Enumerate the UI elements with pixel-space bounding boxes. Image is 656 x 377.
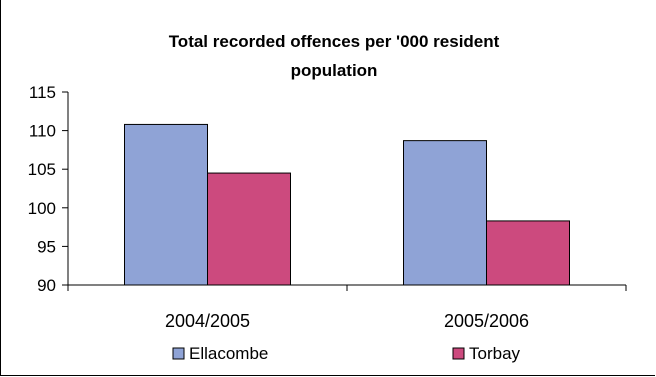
legend-swatch-ellacombe bbox=[172, 347, 185, 360]
x-category-label: 2005/2006 bbox=[444, 311, 529, 331]
legend-label-torbay: Torbay bbox=[469, 344, 521, 363]
chart-title-line-2: population bbox=[291, 61, 378, 80]
bar-ellacombe-0 bbox=[124, 123, 208, 286]
legend: Ellacombe Torbay bbox=[172, 344, 521, 363]
bar-torbay-1 bbox=[486, 220, 570, 286]
y-tick-label: 105 bbox=[28, 160, 56, 179]
x-category-label: 2004/2005 bbox=[165, 311, 250, 331]
y-tick-label: 110 bbox=[29, 122, 56, 141]
bar-ellacombe-1 bbox=[403, 140, 487, 286]
bar-torbay-0 bbox=[207, 172, 291, 286]
y-tick-label: 90 bbox=[37, 276, 56, 295]
y-tick-label: 115 bbox=[29, 83, 56, 102]
legend-label-ellacombe: Ellacombe bbox=[189, 344, 268, 363]
chart-title-line-1: Total recorded offences per '000 residen… bbox=[169, 32, 500, 51]
legend-swatch-torbay bbox=[452, 347, 465, 360]
x-category-labels: 2004/2005 2005/2006 bbox=[165, 311, 529, 331]
y-tick-label: 95 bbox=[37, 237, 56, 256]
y-tick-labels: 90 95 100 105 110 115 bbox=[28, 83, 56, 295]
bars bbox=[124, 123, 570, 286]
y-tick-label: 100 bbox=[28, 199, 56, 218]
